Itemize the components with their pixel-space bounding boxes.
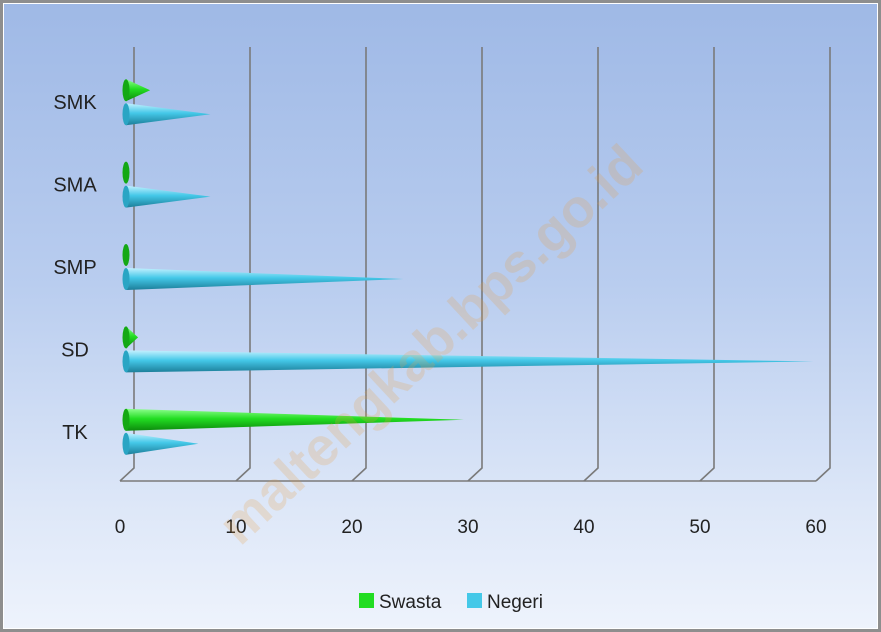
bar-swasta-smk xyxy=(122,79,151,102)
gridline xyxy=(815,47,831,482)
category-label: SD xyxy=(61,339,89,361)
watermark-text: maltengkab.bps.go.id xyxy=(207,134,654,556)
legend: Swasta Negeri xyxy=(359,592,543,613)
legend-swatch-swasta xyxy=(359,593,374,608)
x-tick-label: 50 xyxy=(689,517,710,538)
bar-negeri-smk xyxy=(122,103,211,126)
category-label: SMP xyxy=(53,257,96,279)
cone-bars xyxy=(122,79,814,455)
y-axis-category-labels: TK SD SMP SMA SMK xyxy=(53,92,97,444)
x-tick-label: 10 xyxy=(225,517,246,538)
legend-swatch-negeri xyxy=(467,593,482,608)
bar-negeri-smp xyxy=(122,268,404,290)
category-label: SMA xyxy=(53,175,97,197)
gridlines xyxy=(119,47,831,482)
cone-bar-chart: 0 10 20 30 40 50 60 TK SD SMP SMA SMK Swasta Negeri… xyxy=(53,47,831,613)
x-tick-label: 30 xyxy=(457,517,478,538)
x-tick-label: 60 xyxy=(805,517,826,538)
x-tick-label: 40 xyxy=(573,517,594,538)
category-label: SMK xyxy=(53,92,97,114)
x-tick-label: 20 xyxy=(341,517,362,538)
gridline xyxy=(235,47,251,482)
bar-negeri-tk xyxy=(122,432,199,455)
bar-swasta-smp xyxy=(122,244,130,266)
gridline xyxy=(583,47,599,482)
category-label: TK xyxy=(62,422,88,444)
bar-negeri-sma xyxy=(122,185,211,208)
legend-label-swasta: Swasta xyxy=(379,592,442,613)
gridline xyxy=(467,47,483,482)
gridline xyxy=(699,47,715,482)
bar-negeri-sd xyxy=(122,350,814,373)
x-tick-label: 0 xyxy=(115,517,126,538)
x-axis-tick-labels: 0 10 20 30 40 50 60 xyxy=(115,517,827,538)
bar-swasta-tk xyxy=(122,408,464,431)
bar-swasta-sma xyxy=(122,161,130,184)
bar-swasta-sd xyxy=(122,326,139,349)
gridline xyxy=(351,47,367,482)
legend-label-negeri: Negeri xyxy=(487,592,543,613)
